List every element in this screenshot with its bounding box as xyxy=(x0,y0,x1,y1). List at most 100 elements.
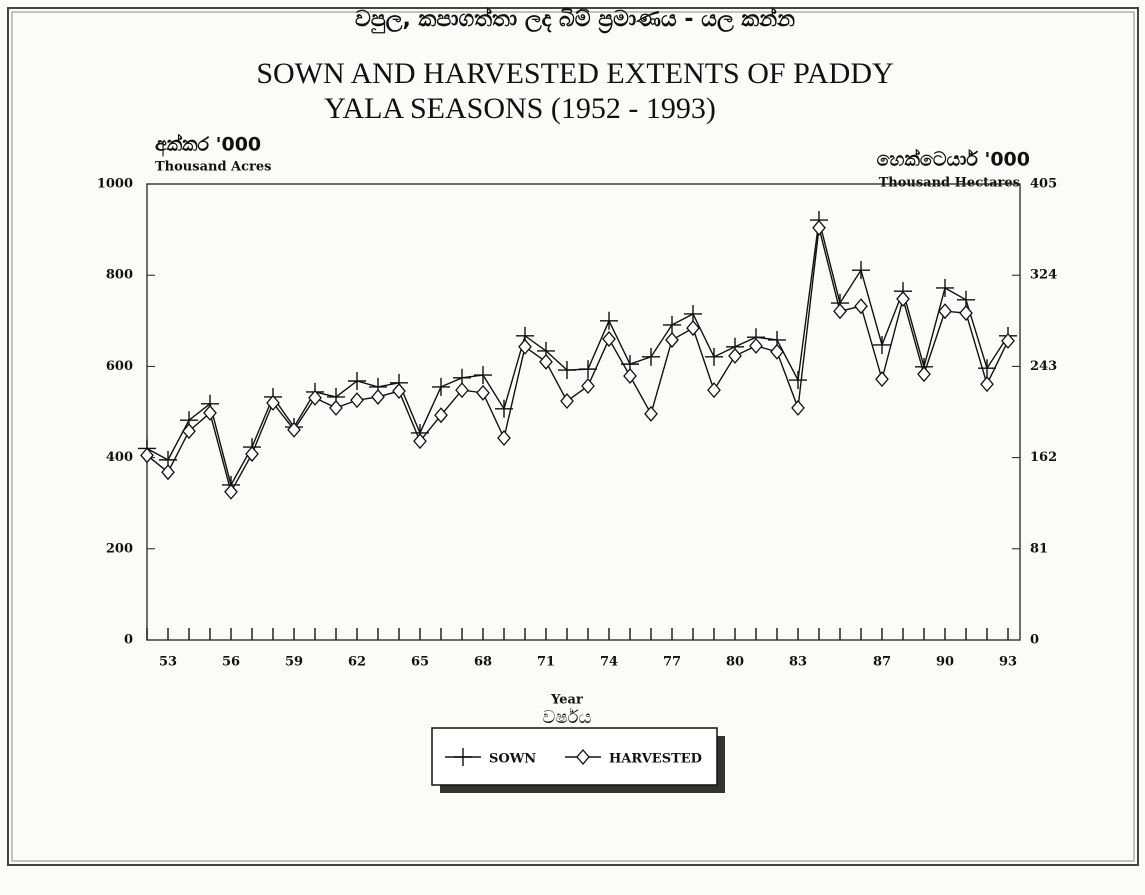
y-tick-label: 600 xyxy=(106,359,133,374)
y2-tick-label: 243 xyxy=(1030,359,1057,374)
legend-label: SOWN xyxy=(489,752,536,767)
data-point xyxy=(663,315,681,334)
data-point xyxy=(518,338,532,355)
y-tick-label: 1000 xyxy=(97,177,133,192)
data-point xyxy=(392,383,406,400)
data-point xyxy=(308,389,322,406)
y-tick-label: 400 xyxy=(106,450,133,465)
data-point xyxy=(684,304,702,323)
y-axis-label: Thousand Acres xyxy=(155,160,272,175)
legend-marker xyxy=(576,749,590,765)
data-point xyxy=(959,305,973,322)
series-line xyxy=(146,219,1009,487)
data-point xyxy=(833,303,847,320)
x-tick-label: 93 xyxy=(999,655,1017,670)
data-point xyxy=(686,320,700,337)
data-point xyxy=(224,483,238,500)
x-tick-label: 68 xyxy=(474,655,492,670)
data-point xyxy=(980,376,994,393)
chart-title: SOWN AND HARVESTED EXTENTS OF PADDY xyxy=(256,57,893,90)
data-point xyxy=(203,404,217,421)
x-tick-label: 53 xyxy=(159,655,177,670)
data-point xyxy=(474,366,492,385)
legend-marker xyxy=(454,748,472,766)
legend-label: HARVESTED xyxy=(609,752,702,767)
data-point xyxy=(875,371,889,388)
x-tick-label: 65 xyxy=(411,655,429,670)
title-si: වපුල, කපාගත්තා ලද බිම් ප්‍රමාණය - යල කන්… xyxy=(355,6,795,34)
x-tick-label: 87 xyxy=(873,655,891,670)
data-point xyxy=(854,298,868,315)
data-point xyxy=(938,303,952,320)
data-point xyxy=(140,447,154,464)
data-point xyxy=(432,377,450,396)
data-point xyxy=(495,399,513,418)
y2-tick-label: 162 xyxy=(1030,450,1057,465)
x-tick-label: 80 xyxy=(726,655,744,670)
y-tick-label: 200 xyxy=(106,541,133,556)
chart-subtitle: YALA SEASONS (1952 - 1993) xyxy=(324,92,716,125)
data-point xyxy=(161,464,175,481)
data-point xyxy=(642,347,660,366)
data-point xyxy=(600,311,618,330)
data-point xyxy=(497,429,511,446)
data-point xyxy=(287,421,301,438)
data-point xyxy=(812,219,826,236)
x-tick-label: 62 xyxy=(348,655,366,670)
data-point xyxy=(602,331,616,348)
data-point xyxy=(749,337,763,354)
data-point xyxy=(873,335,891,354)
x-tick-label: 90 xyxy=(936,655,954,670)
x-tick-label: 71 xyxy=(537,655,555,670)
x-tick-label: 56 xyxy=(222,655,240,670)
y-tick-label: 0 xyxy=(124,633,133,648)
data-point xyxy=(182,423,196,440)
data-point xyxy=(539,353,553,370)
data-point xyxy=(558,361,576,380)
y-tick-label: 800 xyxy=(106,268,133,283)
data-point xyxy=(896,290,910,307)
data-point xyxy=(329,399,343,416)
data-point xyxy=(707,382,721,399)
x-axis-label-si: වර්ෂය xyxy=(543,707,592,728)
data-point xyxy=(705,347,723,366)
y2-unit-si: හෙක්ටෙයාර් '000 xyxy=(877,148,1030,170)
x-axis-label: Year xyxy=(550,693,583,708)
data-point xyxy=(560,393,574,410)
data-point xyxy=(1001,332,1015,349)
data-point xyxy=(665,331,679,348)
data-point xyxy=(266,394,280,411)
x-tick-label: 74 xyxy=(600,655,618,670)
data-point xyxy=(852,261,870,280)
data-point xyxy=(350,392,364,409)
data-point xyxy=(789,371,807,390)
frame-inner xyxy=(11,11,1135,862)
data-point xyxy=(770,343,784,360)
data-point xyxy=(623,367,637,384)
y2-axis-label: Thousand Hectares xyxy=(879,176,1020,191)
data-point xyxy=(371,388,385,405)
y2-tick-label: 405 xyxy=(1030,177,1057,192)
data-point xyxy=(476,384,490,401)
data-point xyxy=(917,366,931,383)
x-tick-label: 59 xyxy=(285,655,303,670)
y2-tick-label: 0 xyxy=(1030,633,1039,648)
data-point xyxy=(348,371,366,390)
data-point xyxy=(579,360,597,379)
data-point xyxy=(644,405,658,422)
data-point xyxy=(245,445,259,462)
data-point xyxy=(728,347,742,364)
data-point xyxy=(413,433,427,450)
data-point xyxy=(581,378,595,395)
data-point xyxy=(455,382,469,399)
plot-area xyxy=(146,183,1021,641)
data-point xyxy=(791,399,805,416)
data-point xyxy=(936,278,954,297)
y-unit-si: අක්කර '000 xyxy=(155,133,261,157)
y2-tick-label: 324 xyxy=(1030,268,1057,283)
y2-tick-label: 81 xyxy=(1030,541,1048,556)
series-line xyxy=(146,227,1009,494)
data-point xyxy=(434,407,448,424)
